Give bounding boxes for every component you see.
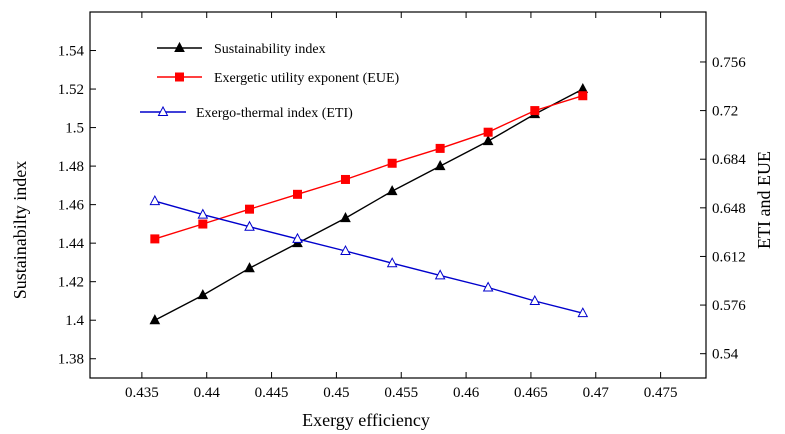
y-left-tick-label: 1.46 xyxy=(58,198,85,214)
series-line xyxy=(154,95,584,240)
x-axis: 0.435 0.44 0.445 0.45 0.455 0.46 0.465 0.47 0.47… xyxy=(125,12,677,401)
legend-label: Sustainability index xyxy=(214,42,326,57)
data-point xyxy=(340,174,350,184)
y-right-tick-label: 0.684 xyxy=(712,152,746,168)
y-right-tick-label: 0.648 xyxy=(712,201,746,217)
x-tick-label: 0.475 xyxy=(644,385,678,401)
legend-marker xyxy=(157,105,169,116)
y-axis-left-title: Sustainabilty index xyxy=(10,161,30,300)
y-axis-left: 1.38 1.4 1.42 1.44 1.46 1.48 1.5 1.52 1.54 xyxy=(58,44,96,368)
y-axis-right-title: ETI and EUE xyxy=(754,151,774,249)
data-point xyxy=(577,307,589,318)
series-2 xyxy=(149,195,589,318)
legend-label: Exergetic utility exponent (EUE) xyxy=(214,71,400,86)
y-left-tick-label: 1.4 xyxy=(65,313,84,329)
data-point xyxy=(245,204,255,214)
data-point xyxy=(530,106,540,116)
data-point xyxy=(292,232,303,243)
legend-marker xyxy=(174,41,185,52)
x-tick-label: 0.47 xyxy=(583,385,610,401)
data-point xyxy=(244,220,255,231)
y-left-tick-label: 1.5 xyxy=(65,121,84,137)
y-left-tick-label: 1.52 xyxy=(58,82,84,98)
data-point xyxy=(244,262,255,273)
data-point xyxy=(482,281,494,292)
legend-item-1: Exergetic utility exponent (EUE) xyxy=(157,71,400,86)
data-point xyxy=(340,244,351,256)
series-1 xyxy=(150,91,588,244)
data-point xyxy=(149,314,161,325)
y-left-tick-label: 1.44 xyxy=(58,236,85,252)
legend-item-0: Sustainability index xyxy=(157,41,326,57)
data-point xyxy=(434,160,446,171)
x-axis-title: Exergy efficiency xyxy=(302,410,430,430)
legend: Sustainability index Exergetic utility ex… xyxy=(140,41,400,121)
x-tick-label: 0.44 xyxy=(194,385,221,401)
y-right-tick-label: 0.612 xyxy=(712,249,746,265)
series-layer xyxy=(149,82,589,325)
y-axis-right: 0.54 0.576 0.612 0.648 0.684 0.72 0.756 xyxy=(700,55,746,363)
data-point xyxy=(150,234,160,244)
y-right-tick-label: 0.54 xyxy=(712,347,739,363)
y-right-tick-label: 0.72 xyxy=(712,104,738,120)
x-tick-label: 0.465 xyxy=(514,385,548,401)
y-left-tick-label: 1.54 xyxy=(58,44,85,60)
y-left-tick-label: 1.38 xyxy=(58,352,84,368)
data-point xyxy=(292,189,302,199)
data-point xyxy=(434,269,446,280)
legend-label: Exergo-thermal index (ETI) xyxy=(196,106,353,121)
plot-frame xyxy=(89,11,707,379)
data-point xyxy=(386,257,398,268)
series-line xyxy=(154,200,583,314)
y-left-tick-label: 1.48 xyxy=(58,159,84,175)
data-point xyxy=(435,143,445,153)
legend-item-2: Exergo-thermal index (ETI) xyxy=(140,105,353,121)
data-point xyxy=(197,289,209,300)
x-tick-label: 0.45 xyxy=(323,385,349,401)
y-right-tick-label: 0.756 xyxy=(712,55,746,71)
y-right-tick-label: 0.576 xyxy=(712,298,746,314)
x-tick-label: 0.46 xyxy=(453,385,480,401)
data-point xyxy=(386,185,398,196)
x-tick-label: 0.435 xyxy=(125,385,159,401)
x-tick-label: 0.445 xyxy=(255,385,289,401)
data-point xyxy=(482,134,494,146)
y-left-tick-label: 1.42 xyxy=(58,275,84,291)
x-tick-label: 0.455 xyxy=(384,385,418,401)
data-point xyxy=(149,195,161,206)
series-line xyxy=(154,88,584,321)
data-point xyxy=(483,127,493,137)
data-point xyxy=(529,294,541,306)
data-point xyxy=(387,158,397,168)
plot-border xyxy=(89,11,707,379)
data-point xyxy=(578,91,588,101)
legend-marker xyxy=(175,72,184,82)
data-point xyxy=(340,212,351,223)
data-point xyxy=(197,208,209,219)
data-point xyxy=(198,219,208,229)
